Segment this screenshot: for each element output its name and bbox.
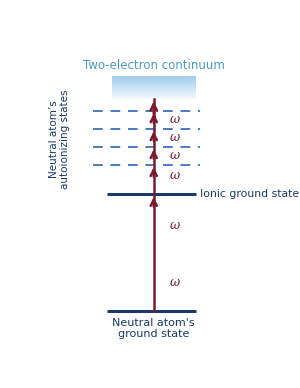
Text: Ionic ground state: Ionic ground state <box>200 189 299 199</box>
Text: ω: ω <box>170 149 180 162</box>
Text: ω: ω <box>170 219 180 232</box>
Text: ω: ω <box>170 276 180 289</box>
Text: ω: ω <box>170 168 180 182</box>
Text: Neutral atom’s
autoionizing states: Neutral atom’s autoionizing states <box>49 89 70 189</box>
Text: ω: ω <box>170 113 180 126</box>
Text: Neutral atom's
ground state: Neutral atom's ground state <box>112 318 195 340</box>
Text: Two-electron continuum: Two-electron continuum <box>83 59 225 73</box>
Text: ω: ω <box>170 131 180 144</box>
